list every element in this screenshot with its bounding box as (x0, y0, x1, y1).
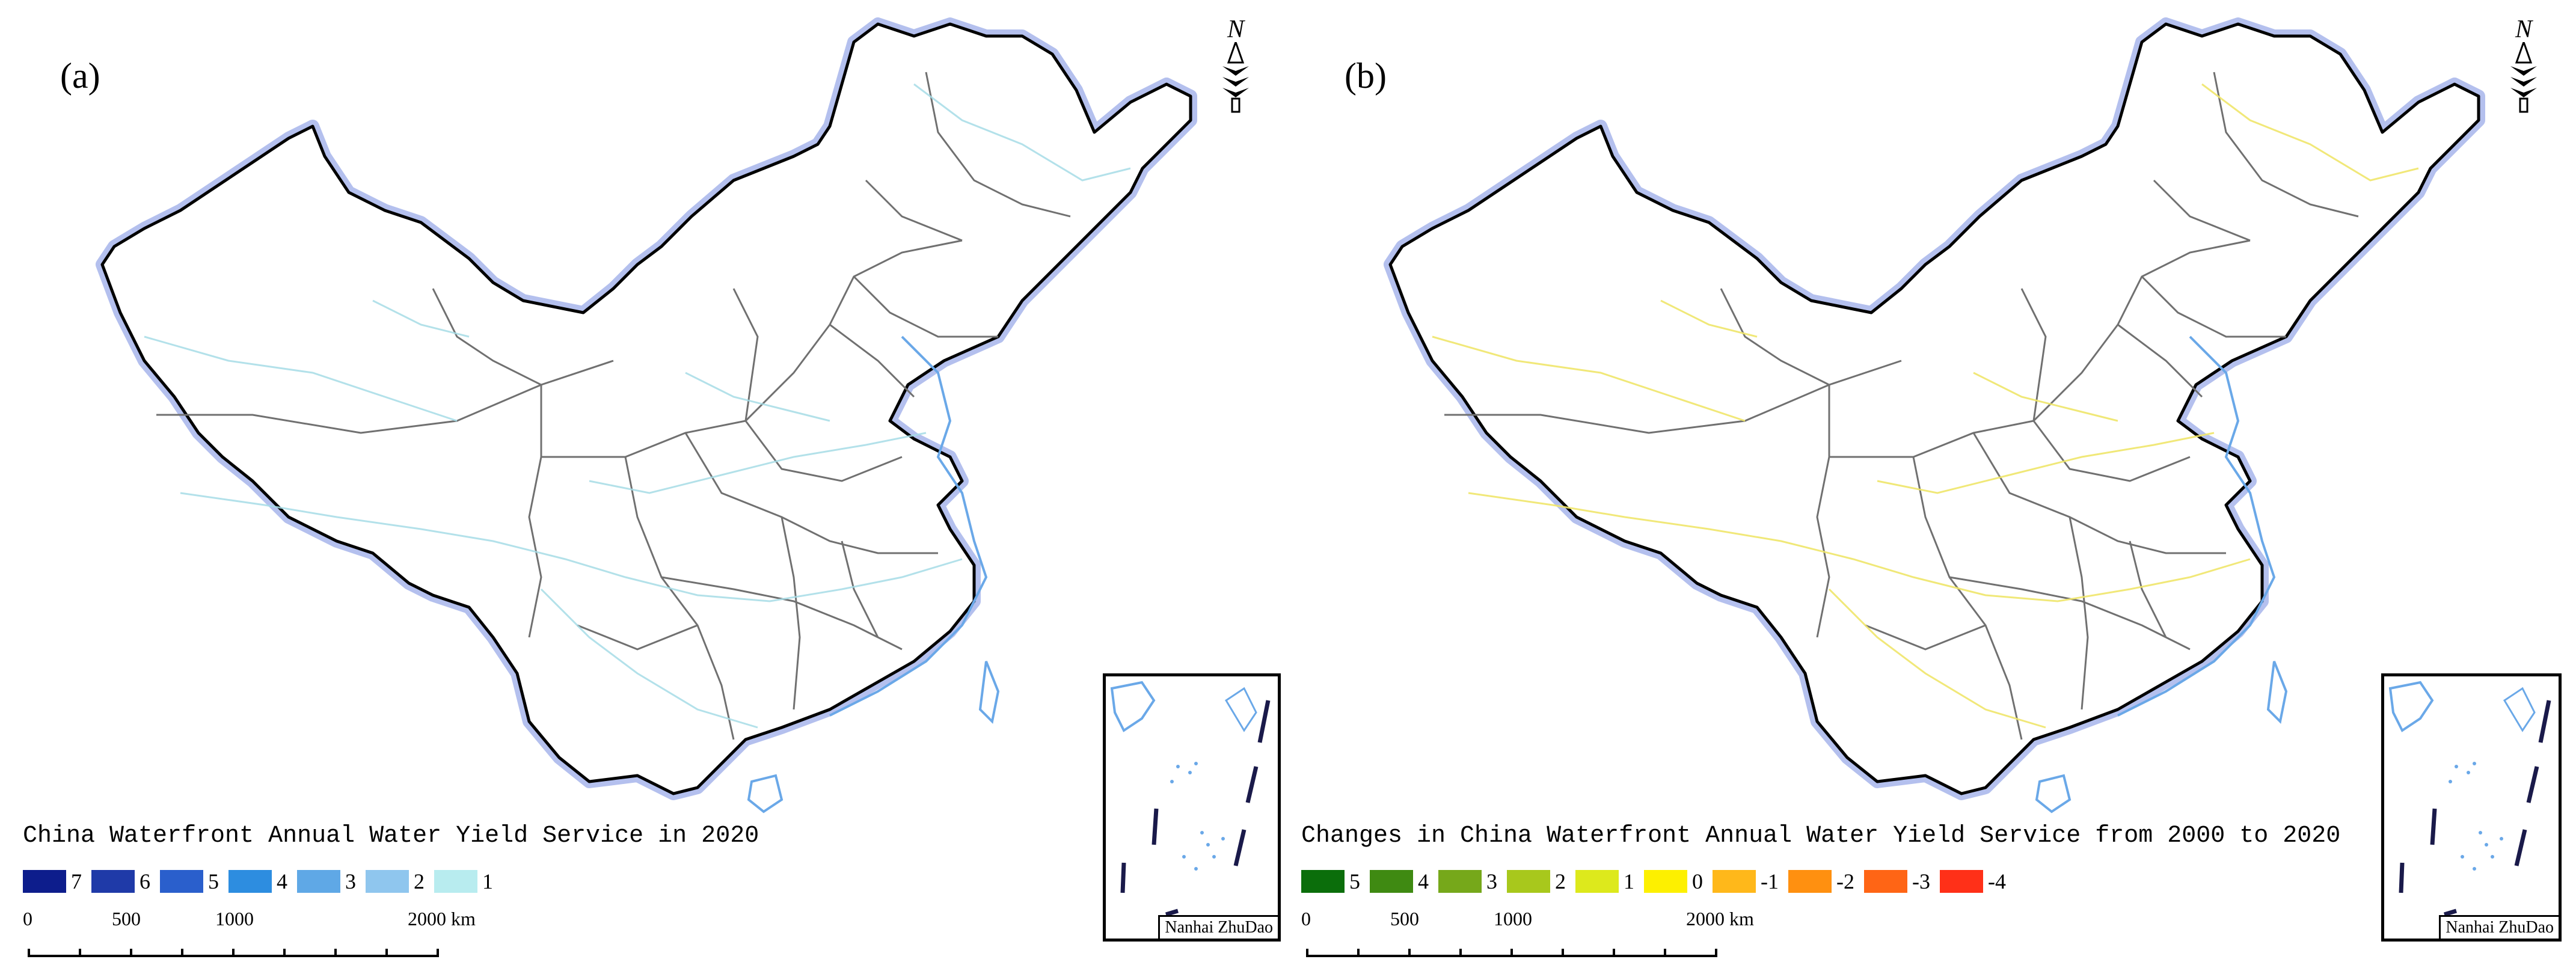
scale-label-0: 0 (23, 908, 32, 929)
north-arrow-icon (1222, 39, 1249, 113)
legend-label: 4 (277, 869, 287, 893)
north-arrow-icon (2510, 39, 2537, 113)
panel-label-a: (a) (60, 56, 100, 96)
scale-label-1000: 1000 (215, 908, 254, 929)
north-letter-a: N (1227, 16, 1244, 43)
north-arrow-a: N (1215, 17, 1257, 117)
inset-label-b: Nanhai ZhuDao (2439, 915, 2559, 939)
scale-label-1000: 1000 (1494, 908, 1532, 929)
scale-label-0: 0 (1301, 908, 1311, 929)
legend-swatch (1370, 870, 1413, 893)
legend-label: -2 (1836, 869, 1854, 893)
panel-label-b: (b) (1345, 56, 1387, 96)
legend-item: 5 (1301, 869, 1360, 894)
country-outline-a (96, 17, 1197, 800)
legend-swatch (91, 870, 135, 893)
china-map-b (1384, 17, 2485, 813)
legend-a: 7 6 5 4 3 2 1 (23, 869, 503, 894)
inset-label-a: Nanhai ZhuDao (1158, 915, 1278, 939)
legend-title-b: Changes in China Waterfront Annual Water… (1301, 822, 2341, 850)
legend-item: -3 (1864, 869, 1930, 894)
legend-label: 1 (482, 869, 493, 893)
legend-item: 1 (1575, 869, 1634, 894)
coastal-water-b (2117, 335, 2288, 724)
legend-swatch (366, 870, 409, 893)
legend-item: -2 (1788, 869, 1854, 894)
legend-swatch (228, 870, 272, 893)
legend-title-a: China Waterfront Annual Water Yield Serv… (23, 822, 759, 850)
legend-b: 5 4 3 2 1 0 -1 -2 -3 -4 (1301, 869, 2016, 894)
legend-swatch (1438, 870, 1482, 893)
inset-map-b: Nanhai ZhuDao (2381, 673, 2562, 942)
legend-label: -3 (1912, 869, 1930, 893)
province-boundaries-b (1444, 72, 2359, 740)
legend-label: 4 (1418, 869, 1429, 893)
legend-item: -1 (1713, 869, 1779, 894)
legend-item: 1 (434, 869, 493, 894)
river-network-b (1432, 83, 2419, 729)
legend-item: 6 (91, 869, 150, 894)
legend-swatch (1644, 870, 1687, 893)
legend-swatch (1575, 870, 1619, 893)
legend-item: 2 (366, 869, 425, 894)
legend-label: 3 (1486, 869, 1497, 893)
map-panel-a: (a) N China Waterfront Annual Water Yiel… (23, 17, 1281, 957)
map-panel-b: (b) N Changes in China Waterfront Annual… (1288, 0, 2576, 980)
inset-svg-a (1110, 681, 1271, 917)
legend-swatch (23, 870, 66, 893)
legend-label: 5 (1349, 869, 1360, 893)
legend-label: 2 (1555, 869, 1566, 893)
china-map-a (96, 17, 1197, 813)
legend-item: 4 (228, 869, 287, 894)
province-boundaries-a (156, 72, 1071, 740)
north-letter-b: N (2515, 16, 2532, 43)
legend-label: 3 (345, 869, 356, 893)
legend-swatch (160, 870, 203, 893)
hainan-island-a (747, 774, 784, 813)
legend-swatch (297, 870, 340, 893)
legend-label: 7 (71, 869, 82, 893)
scale-bar-a (28, 949, 439, 957)
scale-label-2000: 2000 km (1686, 908, 1754, 929)
legend-item: 5 (160, 869, 219, 894)
scale-bar-b (1306, 949, 1717, 957)
inset-map-a: Nanhai ZhuDao (1103, 673, 1281, 942)
country-outline-b (1384, 17, 2485, 800)
legend-item: -4 (1940, 869, 2006, 894)
legend-label: -4 (1988, 869, 2006, 893)
legend-swatch (1713, 870, 1756, 893)
legend-item: 4 (1370, 869, 1429, 894)
legend-label: -1 (1761, 869, 1779, 893)
north-arrow-b: N (2503, 17, 2545, 117)
scale-label-500: 500 (1390, 908, 1419, 929)
legend-label: 5 (208, 869, 219, 893)
legend-swatch (1301, 870, 1345, 893)
legend-swatch (1788, 870, 1832, 893)
hainan-island-b (2035, 774, 2072, 813)
legend-swatch (1940, 870, 1983, 893)
scale-label-500: 500 (112, 908, 141, 929)
legend-item: 3 (1438, 869, 1497, 894)
legend-item: 0 (1644, 869, 1703, 894)
inset-svg-b (2388, 681, 2551, 917)
legend-label: 2 (414, 869, 425, 893)
legend-item: 3 (297, 869, 356, 894)
legend-swatch (434, 870, 477, 893)
legend-label: 6 (140, 869, 150, 893)
legend-swatch (1507, 870, 1550, 893)
legend-swatch (1864, 870, 1907, 893)
river-network-a (144, 83, 1131, 729)
legend-item: 2 (1507, 869, 1566, 894)
legend-label: 1 (1624, 869, 1634, 893)
coastal-water-a (829, 335, 1000, 724)
legend-item: 7 (23, 869, 82, 894)
legend-label: 0 (1692, 869, 1703, 893)
scale-label-2000: 2000 km (408, 908, 476, 929)
